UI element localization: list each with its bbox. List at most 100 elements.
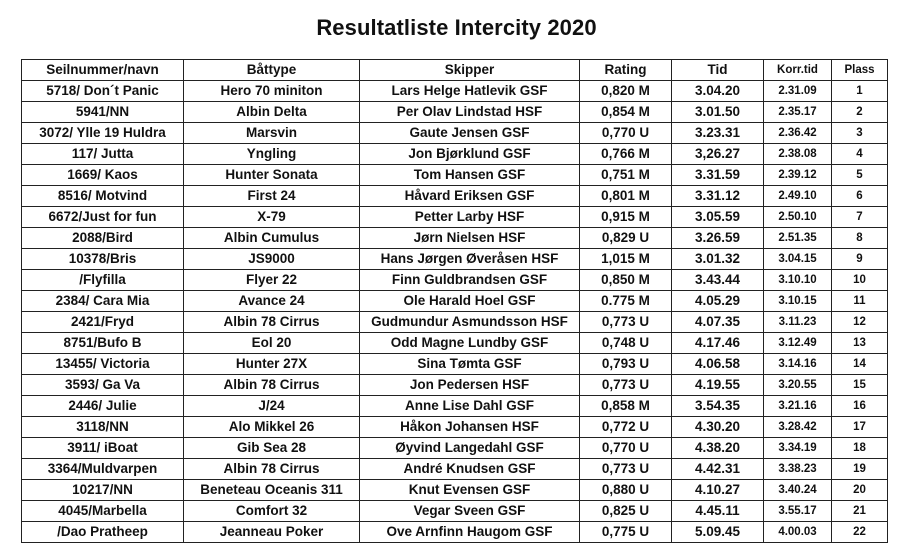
rating-cell: 0,772 U bbox=[579, 416, 672, 438]
place-cell: 22 bbox=[831, 521, 888, 543]
sailnumber-cell: 1669/ Kaos bbox=[21, 164, 184, 186]
rating-cell: 1,015 M bbox=[579, 248, 672, 270]
table-row: 10378/Bris JS9000 Hans Jørgen Øveråsen HSF… bbox=[21, 248, 888, 270]
time-cell: 4.30.20 bbox=[671, 416, 764, 438]
skipper-cell: Gudmundur Asmundsson HSF bbox=[359, 311, 580, 333]
corrected-time-cell: 2.50.10 bbox=[763, 206, 832, 228]
rating-cell: 0,766 M bbox=[579, 143, 672, 165]
rating-cell: 0,773 U bbox=[579, 311, 672, 333]
skipper-cell: Håkon Johansen HSF bbox=[359, 416, 580, 438]
table-row: 8516/ Motvind First 24 Håvard Eriksen GSF 0… bbox=[21, 185, 888, 207]
table-row: 2088/Bird Albin Cumulus Jørn Nielsen HSF 0,… bbox=[21, 227, 888, 249]
rating-cell: 0,801 M bbox=[579, 185, 672, 207]
time-cell: 3.26.59 bbox=[671, 227, 764, 249]
skipper-cell: Sina Tømta GSF bbox=[359, 353, 580, 375]
skipper-cell: Lars Helge Hatlevik GSF bbox=[359, 80, 580, 102]
sailnumber-cell: 3118/NN bbox=[21, 416, 184, 438]
table-row: 3072/ Ylle 19 Huldra Marsvin Gaute Jensen … bbox=[21, 122, 888, 144]
rating-cell: 0,858 M bbox=[579, 395, 672, 417]
skipper-cell: Håvard Eriksen GSF bbox=[359, 185, 580, 207]
table-row: /Flyfilla Flyer 22 Finn Guldbrandsen GSF 0,… bbox=[21, 269, 888, 291]
skipper-cell: Jon Bjørklund GSF bbox=[359, 143, 580, 165]
rating-cell: 0,850 M bbox=[579, 269, 672, 291]
boattype-cell: X-79 bbox=[183, 206, 360, 228]
boattype-cell: Flyer 22 bbox=[183, 269, 360, 291]
corrected-time-cell: 2.36.42 bbox=[763, 122, 832, 144]
skipper-cell: Ole Harald Hoel GSF bbox=[359, 290, 580, 312]
results-body: 5718/ Don´t Panic Hero 70 miniton Lars Hel… bbox=[21, 80, 888, 543]
sailnumber-cell: 5718/ Don´t Panic bbox=[21, 80, 184, 102]
place-cell: 10 bbox=[831, 269, 888, 291]
table-row: 10217/NN Beneteau Oceanis 311 Knut Evensen… bbox=[21, 479, 888, 501]
place-cell: 3 bbox=[831, 122, 888, 144]
skipper-cell: Gaute Jensen GSF bbox=[359, 122, 580, 144]
boattype-cell: JS9000 bbox=[183, 248, 360, 270]
boattype-cell: Beneteau Oceanis 311 bbox=[183, 479, 360, 501]
corrected-time-cell: 2.38.08 bbox=[763, 143, 832, 165]
time-cell: 3,26.27 bbox=[671, 143, 764, 165]
table-row: 13455/ Victoria Hunter 27X Sina Tømta GSF 0… bbox=[21, 353, 888, 375]
corrected-time-cell: 3.04.15 bbox=[763, 248, 832, 270]
place-cell: 6 bbox=[831, 185, 888, 207]
rating-cell: 0,829 U bbox=[579, 227, 672, 249]
sailnumber-cell: 3364/Muldvarpen bbox=[21, 458, 184, 480]
place-cell: 4 bbox=[831, 143, 888, 165]
rating-cell: 0,748 U bbox=[579, 332, 672, 354]
boattype-cell: Gib Sea 28 bbox=[183, 437, 360, 459]
skipper-cell: Per Olav Lindstad HSF bbox=[359, 101, 580, 123]
boattype-cell: Albin Delta bbox=[183, 101, 360, 123]
sailnumber-cell: 10217/NN bbox=[21, 479, 184, 501]
col-header-rating: Rating bbox=[579, 59, 672, 81]
skipper-cell: Tom Hansen GSF bbox=[359, 164, 580, 186]
boattype-cell: Albin 78 Cirrus bbox=[183, 374, 360, 396]
sailnumber-cell: /Dao Pratheep bbox=[21, 521, 184, 543]
time-cell: 4.19.55 bbox=[671, 374, 764, 396]
skipper-cell: Vegar Sveen GSF bbox=[359, 500, 580, 522]
sailnumber-cell: 4045/Marbella bbox=[21, 500, 184, 522]
rating-cell: 0.775 M bbox=[579, 290, 672, 312]
table-row: 5718/ Don´t Panic Hero 70 miniton Lars Hel… bbox=[21, 80, 888, 102]
boattype-cell: First 24 bbox=[183, 185, 360, 207]
place-cell: 1 bbox=[831, 80, 888, 102]
skipper-cell: André Knudsen GSF bbox=[359, 458, 580, 480]
table-row: 8751/Bufo B Eol 20 Odd Magne Lundby GSF 0,7… bbox=[21, 332, 888, 354]
boattype-cell: Albin 78 Cirrus bbox=[183, 458, 360, 480]
place-cell: 13 bbox=[831, 332, 888, 354]
corrected-time-cell: 3.21.16 bbox=[763, 395, 832, 417]
time-cell: 3.54.35 bbox=[671, 395, 764, 417]
table-row: 3911/ iBoat Gib Sea 28 Øyvind Langedahl GS… bbox=[21, 437, 888, 459]
col-header-boattype: Båttype bbox=[183, 59, 360, 81]
place-cell: 12 bbox=[831, 311, 888, 333]
rating-cell: 0,880 U bbox=[579, 479, 672, 501]
corrected-time-cell: 3.12.49 bbox=[763, 332, 832, 354]
table-row: 2421/Fryd Albin 78 Cirrus Gudmundur Asmund… bbox=[21, 311, 888, 333]
rating-cell: 0,775 U bbox=[579, 521, 672, 543]
time-cell: 3.43.44 bbox=[671, 269, 764, 291]
rating-cell: 0,793 U bbox=[579, 353, 672, 375]
time-cell: 4.07.35 bbox=[671, 311, 764, 333]
table-row: 4045/Marbella Comfort 32 Vegar Sveen GSF 0,… bbox=[21, 500, 888, 522]
skipper-cell: Petter Larby HSF bbox=[359, 206, 580, 228]
place-cell: 15 bbox=[831, 374, 888, 396]
time-cell: 3.31.12 bbox=[671, 185, 764, 207]
skipper-cell: Øyvind Langedahl GSF bbox=[359, 437, 580, 459]
sailnumber-cell: 8516/ Motvind bbox=[21, 185, 184, 207]
corrected-time-cell: 2.51.35 bbox=[763, 227, 832, 249]
skipper-cell: Jørn Nielsen HSF bbox=[359, 227, 580, 249]
sailnumber-cell: 3072/ Ylle 19 Huldra bbox=[21, 122, 184, 144]
place-cell: 11 bbox=[831, 290, 888, 312]
place-cell: 20 bbox=[831, 479, 888, 501]
sailnumber-cell: 3911/ iBoat bbox=[21, 437, 184, 459]
boattype-cell: Jeanneau Poker bbox=[183, 521, 360, 543]
col-header-time: Tid bbox=[671, 59, 764, 81]
boattype-cell: Eol 20 bbox=[183, 332, 360, 354]
skipper-cell: Ove Arnfinn Haugom GSF bbox=[359, 521, 580, 543]
table-row: 3364/Muldvarpen Albin 78 Cirrus André Knud… bbox=[21, 458, 888, 480]
boattype-cell: Hunter 27X bbox=[183, 353, 360, 375]
skipper-cell: Finn Guldbrandsen GSF bbox=[359, 269, 580, 291]
time-cell: 4.42.31 bbox=[671, 458, 764, 480]
sailnumber-cell: 10378/Bris bbox=[21, 248, 184, 270]
sailnumber-cell: 117/ Jutta bbox=[21, 143, 184, 165]
place-cell: 16 bbox=[831, 395, 888, 417]
col-header-skipper: Skipper bbox=[359, 59, 580, 81]
